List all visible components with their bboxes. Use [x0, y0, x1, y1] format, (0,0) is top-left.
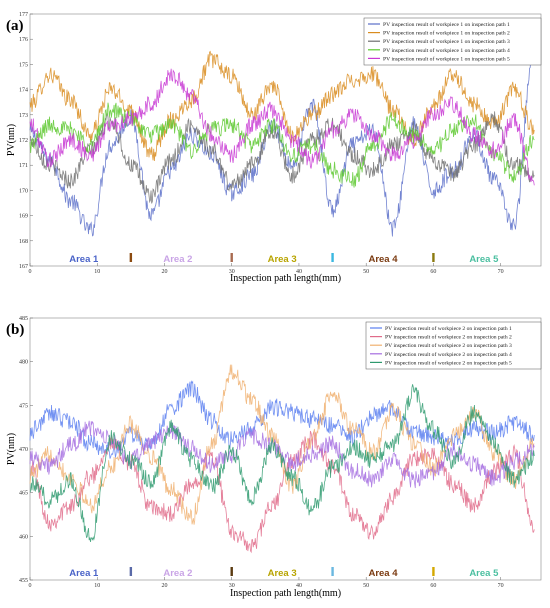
area-boundary-marker — [331, 253, 334, 262]
y-tick-label: 485 — [19, 316, 28, 322]
y-tick-label: 175 — [19, 62, 28, 68]
x-tick-label: 50 — [363, 269, 369, 275]
area-boundary-marker — [129, 567, 133, 576]
area-boundary-marker — [230, 567, 233, 576]
legend-entry: PV inspection result of workpiece 2 on i… — [385, 334, 512, 341]
area-boundary-marker — [331, 567, 334, 576]
y-tick-label: 171 — [19, 163, 28, 169]
x-axis-title: Inspection path length(mm) — [230, 273, 341, 284]
area-label: Area 4 — [368, 254, 398, 265]
x-tick-label: 20 — [161, 583, 167, 589]
x-tick-label: 30 — [229, 269, 235, 275]
y-tick-label: 170 — [19, 188, 28, 194]
area-boundary-marker — [230, 253, 233, 262]
legend-entry: PV inspection result of workpiece 2 on i… — [385, 342, 512, 349]
y-tick-label: 470 — [19, 447, 28, 453]
series-line — [29, 39, 535, 237]
area-label: Area 4 — [368, 568, 398, 579]
area-label: Area 3 — [268, 254, 297, 265]
area-label: Area 1 — [69, 254, 99, 265]
area-label: Area 3 — [268, 568, 297, 579]
x-tick-label: 70 — [498, 583, 504, 589]
area-label: Area 5 — [469, 568, 499, 579]
y-tick-label: 176 — [19, 37, 28, 43]
y-tick-label: 460 — [19, 534, 28, 540]
y-tick-label: 173 — [19, 113, 28, 119]
x-tick-label: 30 — [229, 583, 235, 589]
area-label: Area 1 — [69, 568, 99, 579]
series-line — [29, 430, 535, 554]
area-label: Area 2 — [163, 254, 192, 265]
area-boundary-marker — [432, 567, 435, 576]
legend-box — [363, 17, 542, 66]
legend-entry: PV inspection result of workpiece 1 on i… — [383, 47, 510, 54]
y-tick-label: 465 — [19, 491, 28, 497]
series-line — [29, 420, 535, 489]
legend-entry: PV inspection result of workpiece 1 on i… — [383, 30, 510, 37]
legend-entry: PV inspection result of workpiece 2 on i… — [385, 351, 512, 358]
y-tick-label: 167 — [19, 264, 28, 270]
series-line — [29, 102, 535, 188]
y-axis-title: PV(nm) — [6, 433, 17, 465]
legend-box — [365, 321, 542, 370]
y-tick-label: 455 — [19, 578, 28, 584]
x-tick-label: 60 — [430, 583, 436, 589]
y-tick-label: 169 — [19, 214, 28, 220]
y-axis-title: PV(nm) — [6, 124, 17, 156]
x-tick-label: 10 — [94, 583, 100, 589]
x-axis-title: Inspection path length(mm) — [230, 588, 341, 599]
legend-entry: PV inspection result of workpiece 1 on i… — [383, 21, 510, 28]
series-line — [29, 50, 535, 161]
x-tick-label: 20 — [161, 269, 167, 275]
panel-label: (b) — [6, 322, 24, 338]
y-tick-label: 480 — [19, 360, 28, 366]
x-tick-label: 40 — [296, 269, 302, 275]
x-tick-label: 60 — [430, 269, 436, 275]
panel-b: 0 10 20 30 40 50 60 70 455 460 465 470 475 480 485 Area… — [6, 316, 542, 599]
x-tick-label: 0 — [29, 583, 32, 589]
y-tick-label: 174 — [19, 88, 28, 94]
x-tick-label: 40 — [296, 583, 302, 589]
panel-label: (a) — [6, 18, 24, 34]
area-boundary-marker — [432, 253, 435, 262]
x-tick-label: 50 — [363, 583, 369, 589]
legend-entry: PV inspection result of workpiece 1 on i… — [383, 38, 510, 45]
legend-entry: PV inspection result of workpiece 2 on i… — [385, 325, 512, 332]
y-tick-label: 475 — [19, 403, 28, 409]
legend-entry: PV inspection result of workpiece 1 on i… — [383, 55, 510, 62]
area-label: Area 5 — [469, 254, 499, 265]
x-tick-label: 10 — [94, 269, 100, 275]
series-line — [29, 384, 535, 543]
legend-entry: PV inspection result of workpiece 2 on i… — [385, 359, 512, 366]
series-line — [29, 68, 535, 186]
panel-a: 0 10 20 30 40 50 60 70 167 168 169 170 171 172 173 174 1… — [6, 12, 542, 284]
area-label: Area 2 — [163, 568, 192, 579]
x-tick-label: 0 — [29, 269, 32, 275]
y-tick-label: 168 — [19, 239, 28, 245]
y-tick-label: 177 — [19, 12, 28, 18]
x-tick-label: 70 — [498, 269, 504, 275]
y-tick-label: 172 — [19, 138, 28, 144]
area-boundary-marker — [129, 253, 133, 262]
